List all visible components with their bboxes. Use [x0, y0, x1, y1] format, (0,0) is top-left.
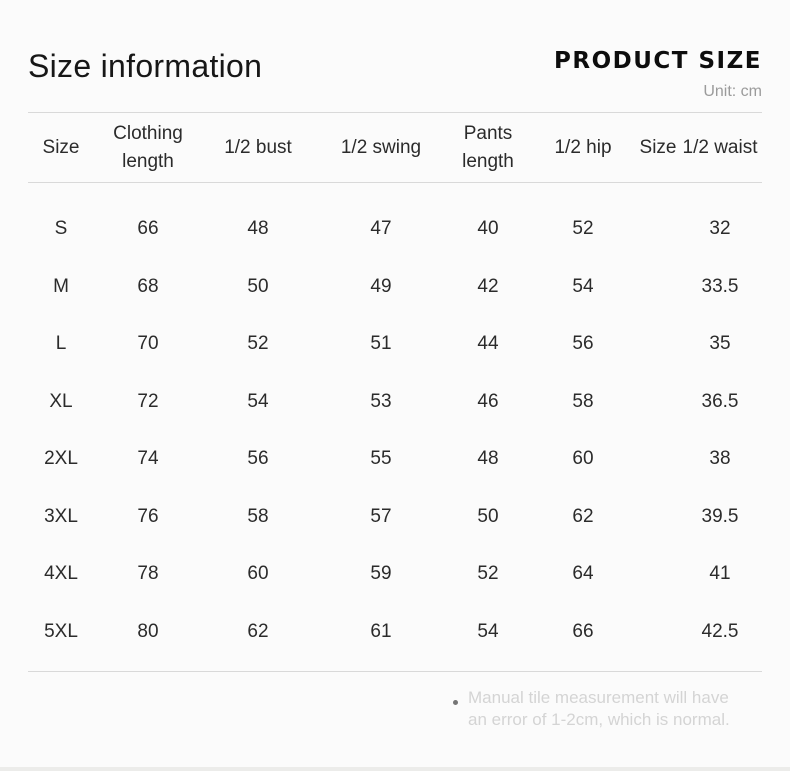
measurement-cell: 55: [370, 448, 392, 470]
measurement-cell: 50: [247, 275, 269, 297]
table-row: 4XL 78 60 59 52 64 41: [28, 545, 762, 603]
measurement-cell: 53: [370, 390, 392, 412]
size-table-body: S 66 48 47 40 52 32 M 68 50 49 42 54 33.5 L 70 52 51 44 56 3…: [28, 183, 762, 673]
measurement-cell: 76: [137, 505, 159, 527]
bullet-dot-icon: [453, 700, 458, 706]
measurement-cell: 32: [709, 218, 731, 240]
bottom-divider: [0, 767, 790, 771]
measurement-cell: 66: [137, 218, 159, 240]
unit-label: Unit: cm: [703, 83, 762, 101]
measurement-cell: 72: [137, 390, 159, 412]
table-row: XL 72 54 53 46 58 36.5: [28, 373, 762, 431]
measurement-cell: 39.5: [701, 505, 739, 527]
measurement-cell: 51: [370, 333, 392, 355]
measurement-cell: 61: [370, 620, 392, 642]
measurement-cell: 46: [477, 390, 499, 412]
measurement-cell: 48: [247, 218, 269, 240]
measurement-cell: 62: [572, 505, 594, 527]
page-title: Size information: [28, 48, 263, 84]
measurement-cell: 41: [709, 563, 731, 585]
column-header: 1/2 waist: [682, 137, 758, 159]
column-header: Clothing length: [113, 123, 183, 172]
measurement-cell: 66: [572, 620, 594, 642]
table-row: L 70 52 51 44 56 35: [28, 315, 762, 373]
size-chart-page: Size information PRODUCT SIZE Unit: cm S…: [28, 48, 762, 731]
measurement-cell: 50: [477, 505, 499, 527]
size-label-cell: 5XL: [44, 620, 78, 642]
measurement-cell: 62: [247, 620, 269, 642]
column-header: 1/2 bust: [224, 137, 292, 159]
measurement-cell: 42: [477, 275, 499, 297]
table-row: 5XL 80 62 61 54 66 42.5: [28, 603, 762, 661]
size-label-cell: L: [55, 333, 67, 355]
column-header: 1/2 swing: [340, 137, 422, 159]
size-label-cell: 3XL: [44, 505, 78, 527]
measurement-cell: 38: [709, 448, 731, 470]
measurement-cell: 60: [247, 563, 269, 585]
measurement-cell: 80: [137, 620, 159, 642]
footnote-line: Manual tile measurement will have: [468, 688, 729, 708]
size-table-header: Size Clothing length 1/2 bust 1/2 swing Pant…: [28, 112, 762, 184]
size-label-cell: 2XL: [44, 448, 78, 470]
table-row: 2XL 74 56 55 48 60 38: [28, 430, 762, 488]
measurement-cell: 35: [709, 333, 731, 355]
measurement-cell: 33.5: [701, 275, 739, 297]
measurement-cell: 54: [247, 390, 269, 412]
measurement-cell: 54: [572, 275, 594, 297]
column-header: Pants length: [462, 123, 514, 172]
size-label-cell: M: [53, 275, 69, 297]
measurement-cell: 78: [137, 563, 159, 585]
measurement-cell: 60: [572, 448, 594, 470]
column-header: Size: [639, 137, 677, 159]
table-row: S 66 48 47 40 52 32: [28, 200, 762, 258]
brand-block: PRODUCT SIZE Unit: cm: [554, 48, 762, 101]
footnote-text: Manual tile measurement will have an err…: [468, 687, 730, 731]
size-label-cell: XL: [49, 390, 73, 412]
size-label-cell: S: [54, 218, 68, 240]
page-header: Size information PRODUCT SIZE Unit: cm: [28, 48, 762, 101]
measurement-cell: 64: [572, 563, 594, 585]
measurement-cell: 54: [477, 620, 499, 642]
measurement-cell: 57: [370, 505, 392, 527]
column-header: Size: [42, 137, 80, 159]
brand-title: PRODUCT SIZE: [554, 47, 762, 75]
measurement-cell: 47: [370, 218, 392, 240]
measurement-cell: 36.5: [701, 390, 739, 412]
size-label-cell: 4XL: [44, 563, 78, 585]
measurement-cell: 44: [477, 333, 499, 355]
size-table: Size Clothing length 1/2 bust 1/2 swing Pant…: [28, 112, 762, 673]
measurement-cell: 56: [247, 448, 269, 470]
measurement-cell: 42.5: [701, 620, 739, 642]
measurement-cell: 68: [137, 275, 159, 297]
measurement-cell: 59: [370, 563, 392, 585]
measurement-cell: 74: [137, 448, 159, 470]
column-header: 1/2 hip: [554, 137, 612, 159]
measurement-cell: 56: [572, 333, 594, 355]
footnote: Manual tile measurement will have an err…: [453, 687, 762, 731]
measurement-cell: 52: [572, 218, 594, 240]
footnote-line: an error of 1-2cm, which is normal.: [468, 710, 730, 730]
measurement-cell: 49: [370, 275, 392, 297]
measurement-cell: 48: [477, 448, 499, 470]
measurement-cell: 58: [247, 505, 269, 527]
measurement-cell: 70: [137, 333, 159, 355]
measurement-cell: 40: [477, 218, 499, 240]
measurement-cell: 52: [477, 563, 499, 585]
table-row: M 68 50 49 42 54 33.5: [28, 258, 762, 316]
measurement-cell: 58: [572, 390, 594, 412]
measurement-cell: 52: [247, 333, 269, 355]
table-row: 3XL 76 58 57 50 62 39.5: [28, 488, 762, 546]
